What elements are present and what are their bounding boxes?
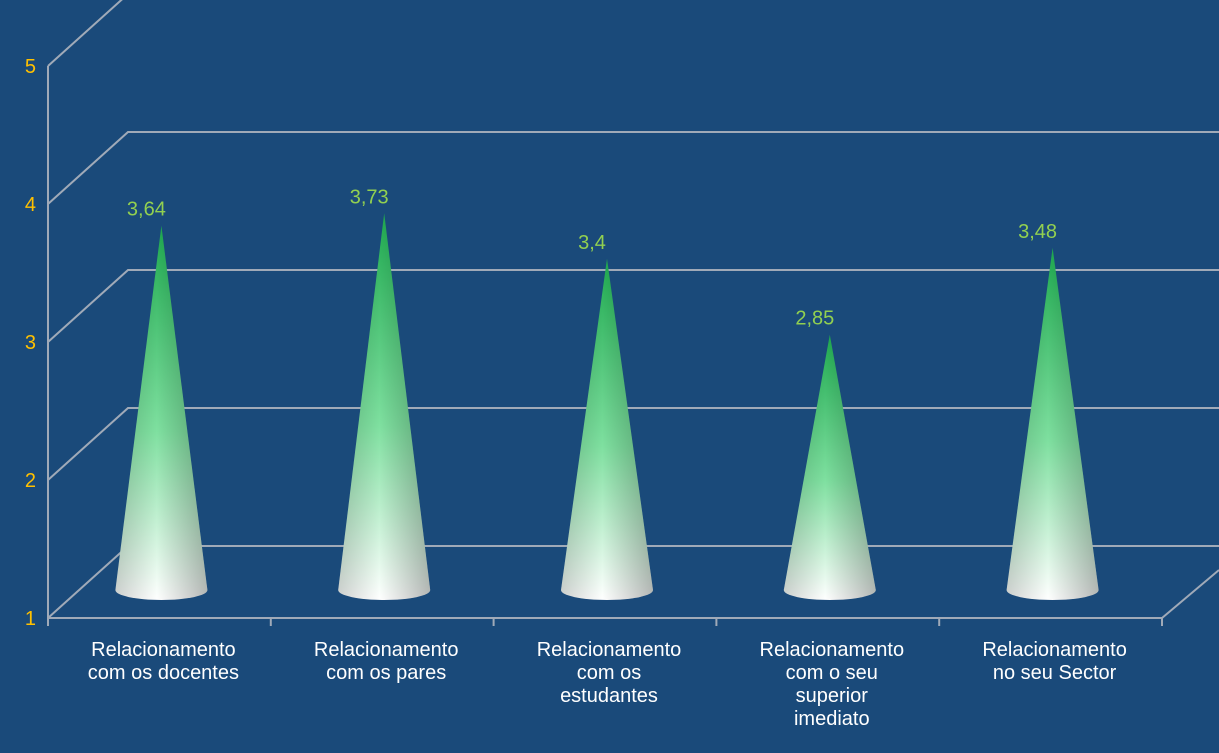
category-label: Relacionamento com os docentes [88, 639, 239, 684]
cone-bar [338, 213, 431, 600]
gridline [47, 269, 1219, 343]
cones [115, 213, 1099, 600]
y-tick-label: 1 [25, 608, 36, 630]
cone-bar [561, 258, 653, 600]
value-label: 2,85 [795, 308, 834, 330]
value-label: 3,73 [350, 186, 389, 208]
cone-bar [115, 225, 208, 600]
axes [47, 66, 1219, 626]
y-tick-label: 4 [25, 194, 36, 216]
gridline [47, 0, 123, 67]
labels: 1 2 3 4 5 3,64 Relacionamento com os docentes 3,… [25, 56, 1127, 730]
floor-edge [1161, 569, 1219, 619]
cone-bar [1006, 247, 1099, 600]
y-tick-label: 2 [25, 470, 36, 492]
category-label: Relacionamento no seu Sector [982, 639, 1127, 684]
gridline [47, 131, 1219, 205]
cone-bar [783, 334, 876, 600]
category-label: Relacionamento com os estudantes [537, 639, 682, 707]
value-label: 3,64 [127, 199, 166, 221]
y-tick-label: 5 [25, 56, 36, 78]
category-label: Relacionamento com o seu superior imediato [760, 639, 905, 730]
category-label: Relacionamento com os pares [314, 639, 459, 684]
gridline [47, 407, 1219, 481]
value-label: 3,4 [578, 232, 606, 254]
y-tick-label: 3 [25, 332, 36, 354]
value-label: 3,48 [1018, 221, 1057, 243]
